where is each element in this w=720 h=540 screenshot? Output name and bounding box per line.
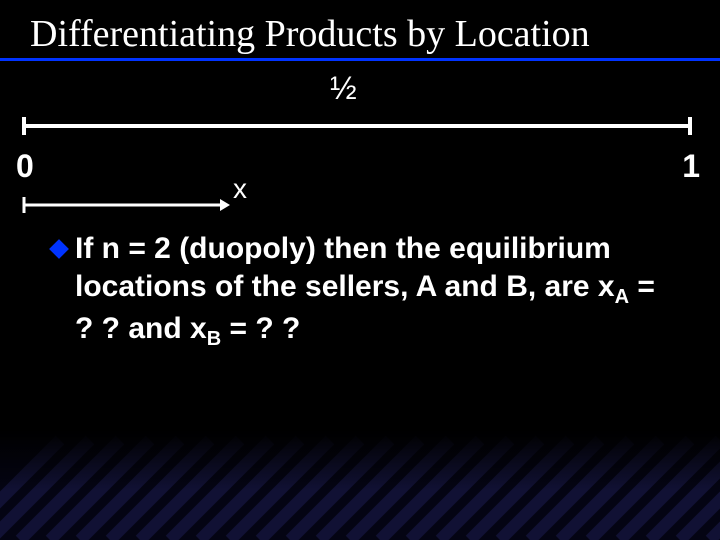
bullet-icon [49, 239, 69, 259]
bullet-mid2: = ? ? [221, 312, 300, 345]
bullet-text: If n = 2 (duopoly) then the equilibrium … [75, 230, 680, 352]
number-line-x [22, 195, 222, 215]
one-label: 1 [682, 148, 700, 185]
line-svg-1 [22, 115, 692, 137]
bullet-pre: If n = 2 (duopoly) then the equilibrium … [75, 232, 615, 303]
number-line-full [22, 115, 692, 137]
title-underline [0, 58, 720, 61]
line-svg-2 [22, 195, 232, 215]
sub-a: A [615, 286, 629, 308]
x-label: x [233, 173, 247, 205]
slide: Differentiating Products by Location ½ 0… [0, 0, 720, 540]
slide-title: Differentiating Products by Location [30, 12, 590, 56]
zero-label: 0 [16, 148, 34, 185]
sub-b: B [207, 328, 221, 350]
hatching-decoration [0, 430, 720, 540]
half-label: ½ [330, 70, 357, 107]
